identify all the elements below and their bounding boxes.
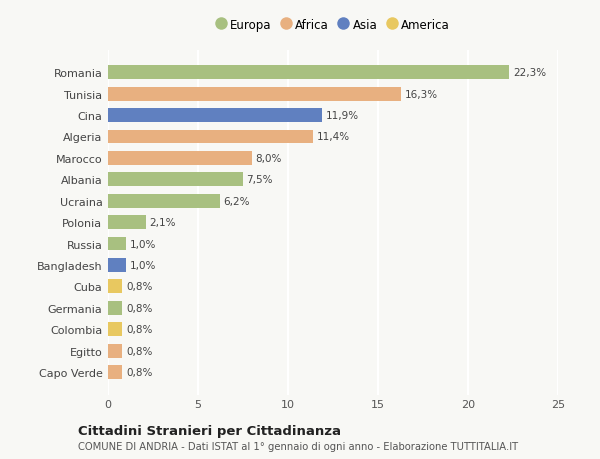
Text: 0,8%: 0,8% (126, 367, 152, 377)
Bar (108, 258, 126, 272)
Text: 1,0%: 1,0% (130, 260, 156, 270)
Text: Cittadini Stranieri per Cittadinanza: Cittadini Stranieri per Cittadinanza (78, 424, 341, 437)
Text: 6,2%: 6,2% (223, 196, 250, 206)
Bar (108, 323, 122, 336)
Text: 0,8%: 0,8% (126, 282, 152, 291)
Text: COMUNE DI ANDRIA - Dati ISTAT al 1° gennaio di ogni anno - Elaborazione TUTTITAL: COMUNE DI ANDRIA - Dati ISTAT al 1° genn… (78, 441, 518, 451)
Bar (108, 151, 252, 166)
Bar (108, 109, 322, 123)
Text: 22,3%: 22,3% (513, 68, 546, 78)
Text: 16,3%: 16,3% (405, 90, 438, 100)
Bar (108, 88, 401, 101)
Bar (108, 280, 122, 294)
Text: 0,8%: 0,8% (126, 303, 152, 313)
Text: 11,9%: 11,9% (326, 111, 359, 121)
Legend: Europa, Africa, Asia, America: Europa, Africa, Asia, America (216, 18, 450, 32)
Text: 1,0%: 1,0% (130, 239, 156, 249)
Bar (108, 237, 126, 251)
Text: 7,5%: 7,5% (247, 175, 273, 185)
Text: 11,4%: 11,4% (317, 132, 350, 142)
Text: 2,1%: 2,1% (149, 218, 176, 228)
Bar (108, 344, 122, 358)
Bar (108, 301, 122, 315)
Text: 8,0%: 8,0% (256, 154, 282, 163)
Bar (108, 130, 313, 144)
Text: 0,8%: 0,8% (126, 346, 152, 356)
Bar (108, 66, 509, 80)
Text: 0,8%: 0,8% (126, 325, 152, 335)
Bar (108, 365, 122, 379)
Bar (108, 216, 146, 230)
Bar (108, 173, 243, 187)
Bar (108, 194, 220, 208)
